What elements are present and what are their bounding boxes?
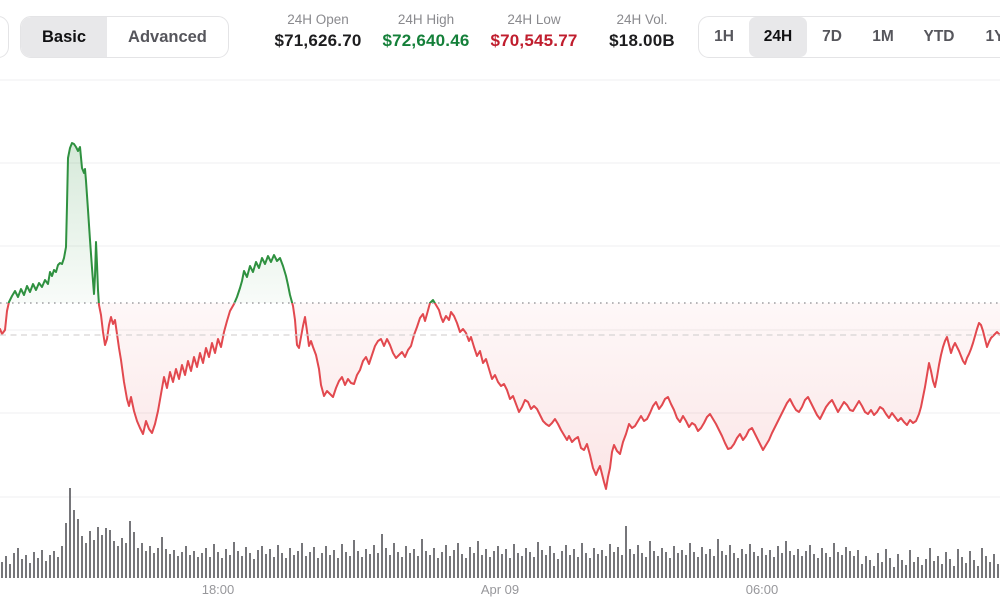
stat-label: 24H High [397,12,455,27]
stat-value: $72,640.46 [382,31,470,50]
price-line-red [0,303,1000,490]
stat-24h-low: 24H Low $70,545.77 [480,12,588,51]
x-axis-label: 18:00 [202,582,235,597]
range-tabs: 1H 24H 7D 1M YTD 1Y [698,16,1000,58]
cutoff-button[interactable] [0,16,9,58]
x-axis-label: Apr 09 [481,582,519,597]
price-series-below-open [0,303,1000,490]
tab-1h[interactable]: 1H [714,28,734,45]
stat-24h-open: 24H Open $71,626.70 [264,12,372,51]
stat-label: 24H Low [507,12,561,27]
stat-value: $70,545.77 [490,31,578,50]
stat-label: 24H Open [287,12,349,27]
stat-24h-vol: 24H Vol. $18.00B [588,12,696,51]
stat-label: 24H Vol. [616,12,668,27]
toolbar: Basic Advanced 24H Open $71,626.70 24H H… [0,0,1000,70]
tab-1y[interactable]: 1Y [985,28,1000,45]
stat-value: $18.00B [609,31,675,50]
grid-lines [0,79,1000,498]
tab-ytd[interactable]: YTD [923,28,955,45]
tab-basic[interactable]: Basic [21,17,108,57]
stat-value: $71,626.70 [274,31,362,50]
tab-7d[interactable]: 7D [822,28,842,45]
price-area-red [0,303,1000,489]
tab-24h[interactable]: 24H [749,17,807,57]
x-axis-label: 06:00 [746,582,779,597]
x-axis-labels: 18:00 Apr 09 06:00 [202,582,779,597]
volume-bars [1,488,999,578]
stat-24h-high: 24H High $72,640.46 [372,12,480,51]
tab-advanced[interactable]: Advanced [128,27,207,46]
mode-tabs: Basic Advanced [20,16,229,58]
stats-row: 24H Open $71,626.70 24H High $72,640.46 … [264,12,696,51]
tab-1m[interactable]: 1M [872,28,894,45]
